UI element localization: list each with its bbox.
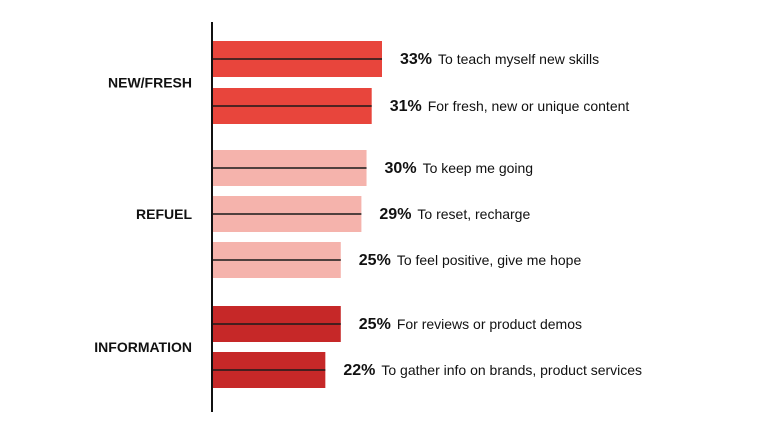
bar-description-label: To reset, recharge <box>417 206 530 222</box>
bar-description-label: For fresh, new or unique content <box>428 98 630 114</box>
bar-value-label: 22% <box>343 362 375 379</box>
bar-label: 29% To reset, recharge <box>379 206 530 223</box>
bar-label: 30% To keep me going <box>385 160 534 177</box>
group-label: REFUEL <box>136 206 192 222</box>
bars-layer <box>212 41 382 388</box>
bar-description-label: To keep me going <box>423 160 534 176</box>
bar-value-label: 25% <box>359 316 391 333</box>
bar-label: 22% To gather info on brands, product ser… <box>343 362 642 379</box>
bar-label: 25% For reviews or product demos <box>359 316 582 333</box>
labels-layer: NEW/FRESH 33% To teach myself new skills 31… <box>94 51 642 379</box>
bar-label: 33% To teach myself new skills <box>400 51 599 68</box>
group-label: NEW/FRESH <box>108 75 192 91</box>
bar-value-label: 25% <box>359 252 391 269</box>
bar-value-label: 31% <box>390 98 422 115</box>
bar-value-label: 30% <box>385 160 417 177</box>
bar-description-label: For reviews or product demos <box>397 316 582 332</box>
bar-value-label: 33% <box>400 51 432 68</box>
group-label: INFORMATION <box>94 339 192 355</box>
bar-value-label: 29% <box>379 206 411 223</box>
bar-label: 31% For fresh, new or unique content <box>390 98 630 115</box>
bar-description-label: To feel positive, give me hope <box>397 252 582 268</box>
bar-label: 25% To feel positive, give me hope <box>359 252 582 269</box>
bar-description-label: To gather info on brands, product servic… <box>381 362 642 378</box>
bar-description-label: To teach myself new skills <box>438 51 599 67</box>
